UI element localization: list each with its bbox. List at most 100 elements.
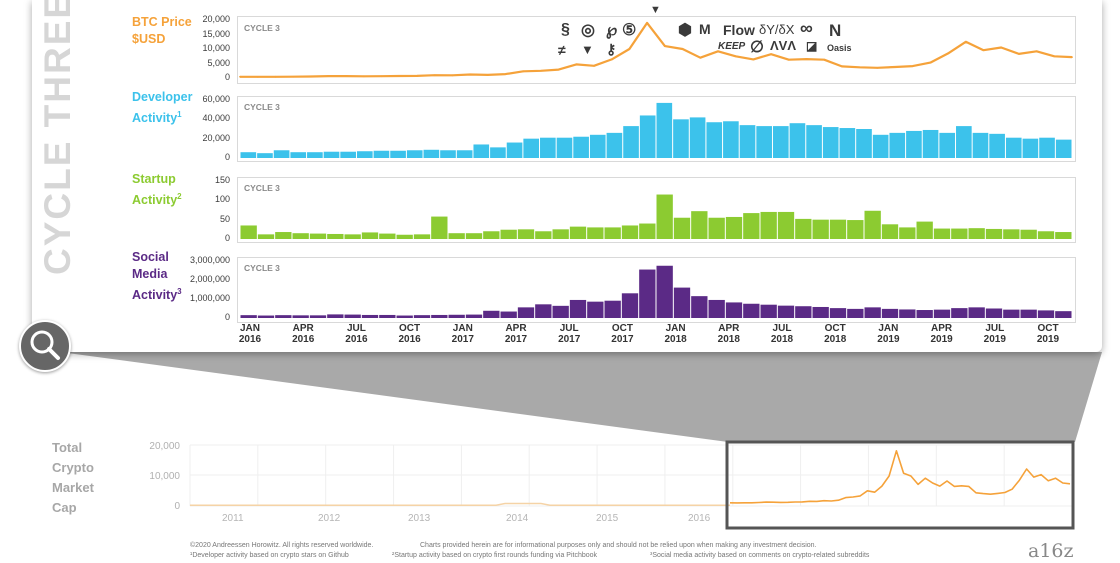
social-ytick: 3,000,000 xyxy=(189,255,230,265)
social-bar xyxy=(587,301,604,318)
dev-bar xyxy=(523,138,540,158)
btc-point xyxy=(433,74,436,77)
dev-bar xyxy=(440,150,456,158)
social-label: Social Media Activity3 xyxy=(132,249,182,304)
dev-bar xyxy=(323,151,340,158)
zoom-highlight-box xyxy=(725,440,1075,530)
x-tick-year: 2016 xyxy=(238,334,262,345)
market-cap-xtick: 2013 xyxy=(408,513,431,524)
logo-dydx: δY/δX xyxy=(759,22,795,37)
btc-point xyxy=(451,74,454,77)
dev-bar xyxy=(390,150,406,158)
startup-bar xyxy=(379,233,396,239)
dev-ytick: 0 xyxy=(224,152,230,162)
btc-point xyxy=(593,64,595,67)
social-bar xyxy=(483,310,500,318)
dev-bar xyxy=(589,134,606,158)
btc-point xyxy=(947,52,949,55)
btc-point xyxy=(752,58,755,61)
x-tick-month: JUL xyxy=(985,323,1005,334)
startup-bar xyxy=(413,234,431,239)
footer-note2: ²Startup activity based on crypto first … xyxy=(392,552,598,559)
x-tick-year: 2019 xyxy=(877,334,900,345)
dev-bar xyxy=(506,142,523,158)
social-bar xyxy=(951,308,968,318)
btc-ytick: 15,000 xyxy=(202,28,230,39)
cycle-tag-btc: CYCLE 3 xyxy=(244,23,280,33)
x-tick-month: APR xyxy=(505,323,527,334)
startup-bar xyxy=(517,229,535,239)
social-label-line2: Media xyxy=(132,267,168,281)
social-ytick: 0 xyxy=(224,312,230,322)
x-tick-month: APR xyxy=(931,323,953,334)
social-bar xyxy=(465,314,483,318)
magnifier-button[interactable] xyxy=(19,320,71,372)
startup-bar xyxy=(344,234,361,239)
footer-note3: ³Social media activity based on comments… xyxy=(650,552,870,559)
startup-bar xyxy=(292,233,309,239)
btc-point xyxy=(610,58,613,61)
magnifier-icon xyxy=(30,330,60,360)
logo-null-icon: ∅ xyxy=(750,39,764,56)
x-tick: JAN 2018 xyxy=(656,323,696,345)
logo-m-icon: M xyxy=(699,21,711,37)
social-bar xyxy=(916,310,933,318)
startup-ytick: 100 xyxy=(214,194,230,205)
startup-bar xyxy=(240,225,257,239)
x-tick: OCT 2018 xyxy=(815,323,855,345)
btc-point xyxy=(416,74,418,77)
startup-label-line1: Startup xyxy=(132,172,176,186)
x-tick: JAN 2017 xyxy=(443,323,483,345)
btc-point xyxy=(805,58,808,61)
social-bar xyxy=(292,315,309,318)
x-tick-year: 2018 xyxy=(717,334,740,345)
x-tick-month: APR xyxy=(718,323,740,334)
market-cap-ytick: 20,000 xyxy=(149,441,180,452)
startup-bar xyxy=(933,228,951,239)
dev-bar xyxy=(839,128,856,158)
btc-point xyxy=(646,22,649,24)
startup-label: Startup Activity2 xyxy=(132,171,182,209)
logo-flow: Flow xyxy=(723,22,755,38)
btc-point xyxy=(469,73,472,76)
x-tick-month: OCT xyxy=(824,323,846,334)
startup-bar xyxy=(257,234,275,239)
x-tick: APR 2019 xyxy=(922,323,962,345)
dev-bar xyxy=(956,126,972,158)
dev-bar xyxy=(473,144,490,158)
dev-ytick: 60,000 xyxy=(202,94,230,104)
btc-point xyxy=(380,75,383,78)
social-bar xyxy=(795,306,812,318)
social-bar xyxy=(517,307,535,318)
market-cap-line-early xyxy=(190,502,730,506)
social-bar xyxy=(448,314,465,318)
startup-bar xyxy=(985,228,1003,239)
social-bar xyxy=(864,307,881,318)
btc-point xyxy=(557,68,560,71)
x-tick-year: 2018 xyxy=(770,334,794,345)
logo-n-icon: N xyxy=(829,21,842,40)
btc-point xyxy=(327,75,330,77)
x-tick-year: 2019 xyxy=(930,334,953,345)
x-tick-year: 2017 xyxy=(611,334,634,345)
footer-note1: ¹Developer activity based on crypto star… xyxy=(190,552,349,559)
social-bar xyxy=(621,293,639,318)
btc-point xyxy=(787,58,790,61)
x-tick-month: JUL xyxy=(559,323,579,334)
dev-ytick: 40,000 xyxy=(202,113,230,124)
startup-bar xyxy=(812,219,829,239)
dev-bar xyxy=(1055,139,1072,158)
btc-point xyxy=(858,66,861,69)
dev-bar xyxy=(706,122,723,158)
dev-label-line1: Developer xyxy=(132,90,193,104)
social-label-line3: Activity xyxy=(132,288,178,303)
logo-keep: KEEP xyxy=(718,41,746,52)
logo-infinity-icon: ∞ xyxy=(800,18,813,38)
social-bar xyxy=(691,296,708,318)
dev-bar xyxy=(939,132,956,158)
x-tick-year: 2017 xyxy=(451,334,474,345)
startup-bar xyxy=(708,217,725,239)
startup-bar xyxy=(309,233,327,239)
market-cap-xtick: 2011 xyxy=(222,513,244,524)
